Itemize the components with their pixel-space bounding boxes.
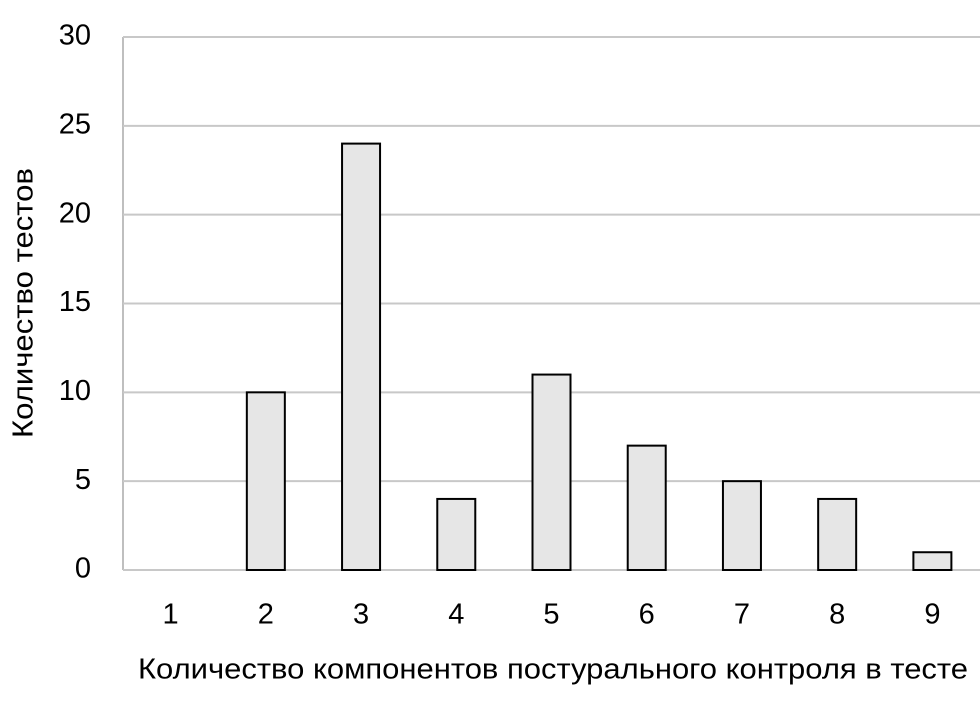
bar	[436, 497, 477, 571]
y-tick-label: 15	[59, 286, 91, 318]
y-tick-label: 25	[59, 108, 91, 140]
bar	[817, 497, 858, 571]
x-tick-label: 4	[448, 599, 464, 631]
y-axis-title: Количество тестов	[8, 168, 40, 438]
bar	[912, 551, 953, 572]
x-tick-label: 5	[543, 599, 559, 631]
y-tick-label: 5	[75, 464, 91, 496]
y-tick-label: 30	[59, 20, 91, 52]
y-tick-label: 20	[59, 197, 91, 229]
bar	[245, 391, 286, 572]
y-tick-label: 10	[59, 375, 91, 407]
x-axis-title: Количество компонентов постурального кон…	[138, 654, 968, 686]
x-tick-label: 9	[924, 599, 940, 631]
x-tick-label: 3	[353, 599, 369, 631]
x-tick-label: 7	[734, 599, 750, 631]
bar	[721, 480, 762, 571]
x-tick-label: 8	[829, 599, 845, 631]
bar	[531, 373, 572, 572]
bar	[626, 444, 667, 571]
bar	[341, 142, 382, 571]
x-tick-label: 2	[258, 599, 274, 631]
x-tick-label: 1	[163, 599, 179, 631]
x-tick-label: 6	[639, 599, 655, 631]
y-tick-label: 0	[75, 553, 91, 585]
